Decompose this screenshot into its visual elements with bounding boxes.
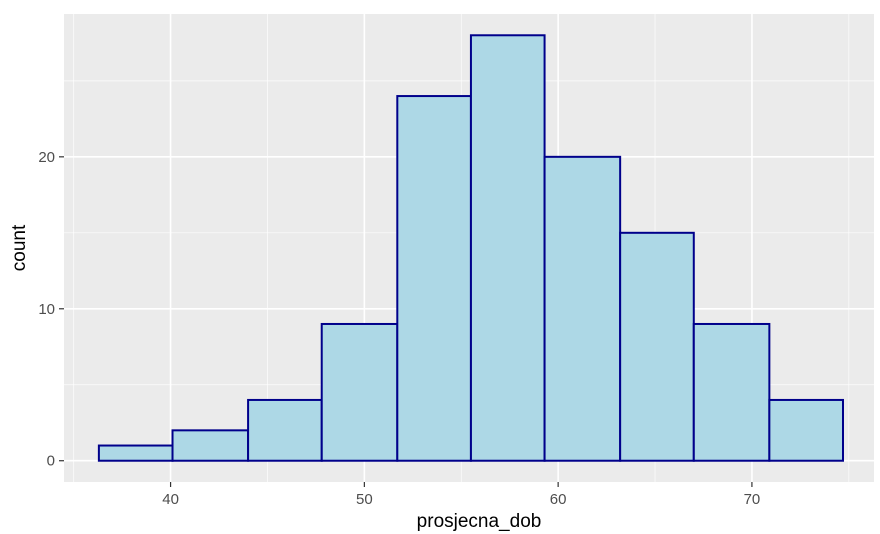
histogram-bars [97, 34, 844, 462]
histogram-bar [97, 444, 174, 462]
histogram-bar [692, 322, 771, 462]
y-tick-label: 20 [38, 149, 55, 166]
y-axis: 0 10 20 [38, 149, 64, 470]
x-tick-label: 70 [744, 491, 761, 508]
x-axis: 40 50 60 70 [162, 482, 760, 508]
histogram-bar [171, 429, 250, 462]
histogram-bar [320, 322, 399, 462]
x-tick-label: 50 [356, 491, 373, 508]
y-tick-label: 0 [47, 453, 55, 470]
histogram-bar [543, 155, 622, 462]
histogram-bar [247, 398, 323, 462]
histogram-bar [396, 95, 472, 462]
histogram-bar [469, 34, 546, 462]
y-tick-label: 10 [38, 301, 55, 318]
x-tick-label: 60 [550, 491, 567, 508]
y-axis-title: count [9, 224, 30, 271]
histogram-bar [768, 398, 844, 462]
x-tick-label: 40 [162, 491, 179, 508]
x-axis-title: prosjecna_dob [417, 511, 542, 532]
histogram-bar [619, 231, 695, 462]
